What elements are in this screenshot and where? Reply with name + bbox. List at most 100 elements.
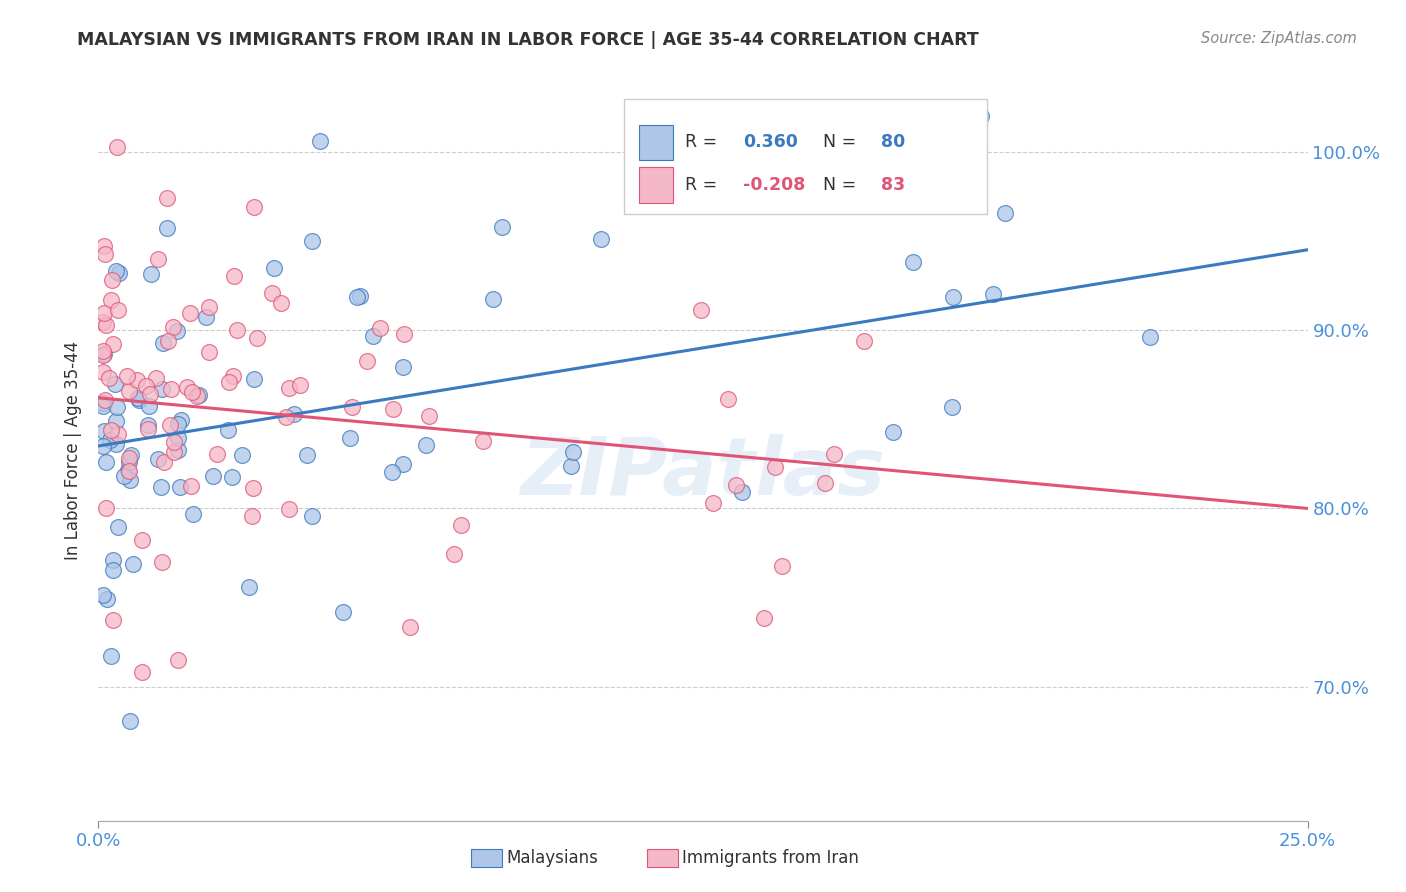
Point [156,220,179,235]
Point [1139,330,1161,344]
Point [717,392,740,407]
Point [415,438,437,452]
Point [218,376,240,390]
Point [163,445,186,459]
Point [903,255,925,269]
Point [94,500,117,515]
Point [262,286,284,301]
Point [107,520,129,534]
Point [398,620,420,634]
Point [349,288,371,302]
Point [882,425,904,439]
Point [91,315,114,329]
Point [942,289,965,303]
Point [125,373,148,387]
Point [117,454,139,468]
Point [690,303,713,318]
Point [702,496,724,510]
Point [146,451,169,466]
Point [104,377,127,392]
Point [150,382,173,396]
Point [297,448,319,462]
Point [169,480,191,494]
Text: 0.360: 0.360 [742,134,797,152]
Point [145,371,167,385]
Point [187,387,209,401]
Point [91,588,114,602]
Point [970,109,993,123]
Point [770,559,793,574]
Point [823,447,845,461]
Point [361,328,384,343]
Point [117,368,139,383]
Point [93,306,115,320]
Point [240,508,263,523]
Point [91,399,114,413]
Point [98,434,121,448]
Point [381,465,404,479]
Point [179,306,201,320]
Point [93,247,115,261]
Point [105,414,128,428]
Point [277,501,299,516]
Point [246,331,269,345]
Point [309,134,332,148]
Point [763,460,786,475]
Text: Immigrants from Iran: Immigrants from Iran [682,849,859,867]
Point [221,470,243,484]
Point [91,439,114,453]
Point [157,334,180,348]
Point [450,517,472,532]
Point [217,423,239,437]
Point [167,443,190,458]
Point [91,348,114,362]
Point [162,320,184,334]
Point [150,480,173,494]
Point [332,605,354,619]
Point [243,372,266,386]
Point [852,334,875,348]
Point [482,292,505,306]
Point [153,455,176,469]
Point [100,293,122,307]
Point [243,200,266,214]
Text: Malaysians: Malaysians [506,849,598,867]
Point [136,418,159,433]
Point [242,481,264,495]
Point [170,412,193,426]
Point [814,475,837,490]
Point [101,273,124,287]
Point [98,371,121,385]
Point [238,580,260,594]
Point [138,386,160,401]
Point [103,337,125,351]
Point [91,343,114,358]
Point [356,354,378,368]
Point [152,555,174,569]
Point [270,295,292,310]
Point [107,426,129,441]
Point [392,457,415,471]
Point [181,385,204,400]
FancyBboxPatch shape [638,167,673,202]
Point [105,140,128,154]
Point [138,421,160,435]
Point [301,508,323,523]
Point [197,345,219,359]
Point [166,324,188,338]
Point [166,653,188,667]
Point [160,382,183,396]
Point [117,463,139,477]
Point [152,336,174,351]
Point [93,393,115,408]
Point [163,434,186,449]
Point [114,468,136,483]
Point [118,473,141,487]
Point [131,665,153,679]
Point [103,563,125,577]
Point [181,508,204,522]
Text: N =: N = [811,134,862,152]
Text: N =: N = [811,176,862,194]
Point [93,239,115,253]
Point [288,378,311,392]
